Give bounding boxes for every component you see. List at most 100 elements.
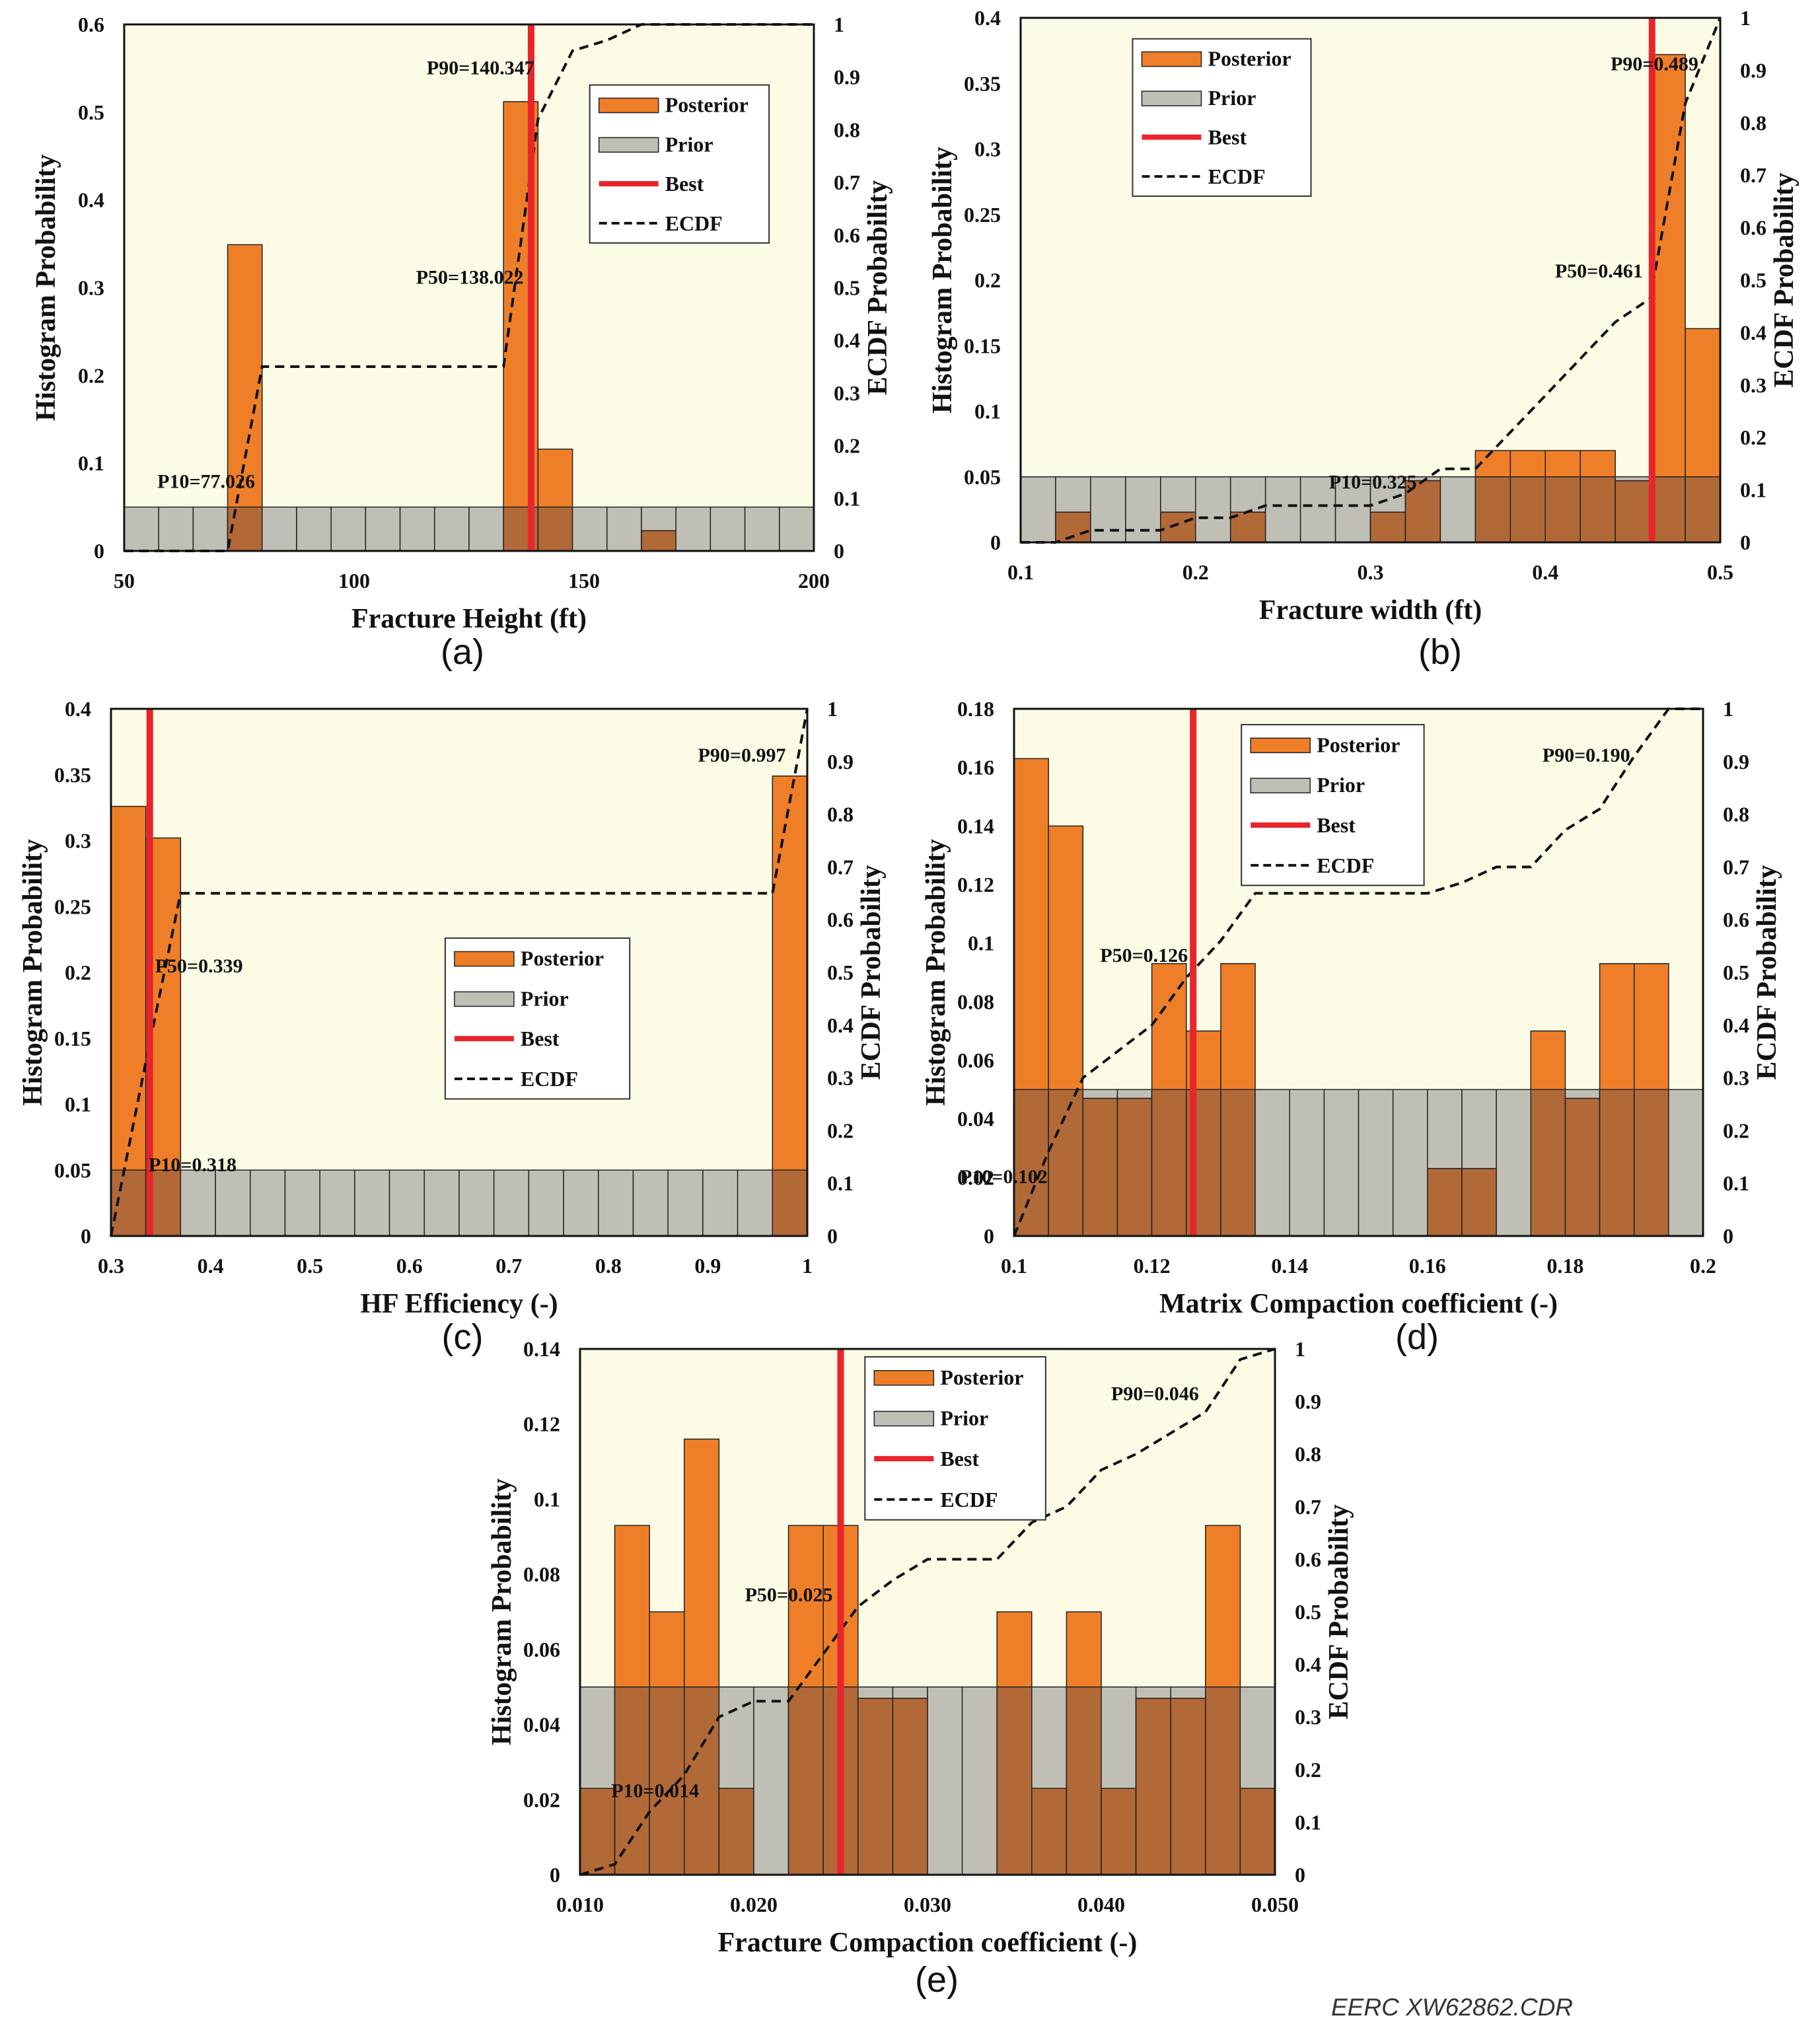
ecdf-line bbox=[579, 1348, 1276, 1876]
legend-label-best: Best bbox=[1208, 126, 1247, 149]
overlap-bar bbox=[787, 1686, 824, 1875]
y-tick-label: 0.15 bbox=[54, 1027, 91, 1050]
y2-tick-label: 0.2 bbox=[1723, 1118, 1749, 1142]
y-tick-label: 0.06 bbox=[957, 1048, 994, 1072]
y-tick-label: 0.12 bbox=[957, 873, 994, 896]
legend: Posterior Prior Best ECDF bbox=[1132, 38, 1312, 197]
percentile-label: P50=138.022 bbox=[416, 267, 524, 289]
overlap-bar bbox=[684, 1686, 720, 1875]
percentile-label: P10=0.318 bbox=[149, 1154, 237, 1176]
overlap-bar bbox=[1082, 1097, 1118, 1237]
panel-subtitle: (a) bbox=[441, 632, 484, 672]
panel-subtitle: (c) bbox=[442, 1317, 484, 1357]
y-tick-label: 0.08 bbox=[957, 990, 994, 1013]
y-tick-label: 0.1 bbox=[974, 400, 1001, 423]
plot-frame bbox=[579, 1348, 1276, 1876]
y-tick-label: 0.2 bbox=[78, 363, 104, 387]
percentile-label: P10=0.014 bbox=[611, 1780, 699, 1802]
panel-subtitle: (d) bbox=[1395, 1317, 1439, 1357]
prior-bar bbox=[262, 506, 297, 552]
prior-bar bbox=[1323, 1089, 1360, 1237]
y2-tick-label: 0.6 bbox=[1723, 908, 1749, 931]
percentile-label: P90=0.489 bbox=[1611, 53, 1698, 75]
prior-bar bbox=[598, 1169, 634, 1237]
y-tick-label: 0.5 bbox=[78, 100, 104, 124]
x-tick-label: 0.5 bbox=[297, 1254, 323, 1278]
posterior-bar bbox=[772, 775, 808, 1237]
legend-label-posterior: Posterior bbox=[521, 947, 604, 970]
y-tick-label: 0.06 bbox=[523, 1638, 560, 1661]
x-tick-label: 0.2 bbox=[1690, 1254, 1716, 1278]
y-tick-label: 0.1 bbox=[968, 931, 994, 955]
prior-bar bbox=[434, 506, 470, 552]
y2-tick-label: 1 bbox=[827, 697, 838, 721]
y2-tick-label: 0.6 bbox=[834, 223, 860, 247]
x-tick-label: 0.3 bbox=[98, 1254, 124, 1278]
y2-tick-label: 0 bbox=[827, 1224, 838, 1248]
prior-bar bbox=[1195, 476, 1231, 543]
x-tick-label: 150 bbox=[568, 569, 600, 593]
y-tick-label: 0.4 bbox=[974, 6, 1001, 30]
y2-tick-label: 0.5 bbox=[1740, 268, 1766, 292]
panel-subtitle: (e) bbox=[915, 1960, 959, 2000]
legend-label-ecdf: ECDF bbox=[521, 1067, 578, 1091]
prior-bar bbox=[468, 506, 504, 552]
overlap-bar bbox=[1650, 476, 1686, 543]
legend: Posterior Prior Best ECDF bbox=[864, 1356, 1046, 1521]
y-tick-label: 0.02 bbox=[523, 1788, 560, 1811]
y-tick-label: 0.3 bbox=[974, 137, 1001, 161]
x-tick-label: 0.9 bbox=[694, 1254, 721, 1278]
x-axis-label: Fracture Compaction coefficient (-) bbox=[718, 1928, 1138, 1958]
y-tick-label: 0.4 bbox=[65, 697, 91, 721]
y-tick-label: 0 bbox=[550, 1863, 560, 1887]
prior-bar bbox=[1334, 476, 1371, 543]
y2-tick-label: 0.4 bbox=[834, 328, 860, 352]
y2-tick-label: 0 bbox=[1723, 1224, 1733, 1248]
posterior-bar bbox=[1650, 54, 1686, 543]
x-tick-label: 0.5 bbox=[1707, 560, 1733, 584]
prior-bar bbox=[1125, 476, 1161, 543]
prior-bar bbox=[1668, 1089, 1704, 1237]
prior-bar bbox=[1090, 476, 1126, 543]
y2-axis-label: ECDF Probability bbox=[856, 865, 887, 1080]
y2-tick-label: 0.6 bbox=[1740, 216, 1766, 240]
overlap-bar bbox=[614, 1686, 650, 1875]
percentile-label: P10=77.026 bbox=[157, 470, 255, 492]
y2-tick-label: 0.8 bbox=[827, 803, 854, 826]
y2-tick-label: 0.3 bbox=[1723, 1066, 1749, 1090]
overlap-bar bbox=[772, 1169, 808, 1237]
y-tick-label: 0.2 bbox=[974, 268, 1001, 292]
x-tick-label: 0.14 bbox=[1271, 1254, 1308, 1278]
ecdf-line bbox=[110, 708, 809, 1237]
x-tick-label: 1 bbox=[802, 1254, 813, 1278]
prior-bar bbox=[1020, 476, 1056, 543]
y2-tick-label: 0.5 bbox=[834, 276, 860, 300]
overlap-bar bbox=[718, 1788, 754, 1875]
y-tick-label: 0.14 bbox=[523, 1337, 560, 1361]
y-axis-label: Histogram Probability bbox=[18, 839, 48, 1106]
plot-frame bbox=[110, 708, 809, 1237]
percentile-label: P90=0.046 bbox=[1111, 1383, 1199, 1405]
y-tick-label: 0 bbox=[81, 1224, 91, 1248]
prior-bar bbox=[702, 1169, 739, 1237]
prior-bar bbox=[606, 506, 642, 552]
y2-tick-label: 0.1 bbox=[834, 486, 860, 510]
percentile-label: P90=0.997 bbox=[698, 744, 786, 766]
y2-tick-label: 0 bbox=[1295, 1863, 1305, 1887]
prior-bar bbox=[1264, 476, 1301, 543]
y2-tick-label: 0.9 bbox=[1740, 58, 1766, 82]
legend-swatch-prior bbox=[598, 137, 659, 153]
ecdf-line bbox=[1021, 17, 1722, 544]
y-tick-label: 0.05 bbox=[54, 1158, 91, 1182]
y-tick-label: 0 bbox=[990, 530, 1001, 554]
y2-tick-label: 0.2 bbox=[834, 434, 860, 458]
legend-swatch-posterior bbox=[454, 951, 515, 967]
y2-tick-label: 0.1 bbox=[827, 1171, 854, 1195]
x-tick-label: 0.6 bbox=[396, 1254, 423, 1278]
y2-tick-label: 0.8 bbox=[834, 118, 860, 141]
overlap-bar bbox=[1461, 1168, 1497, 1237]
percentile-label: P90=0.190 bbox=[1543, 744, 1630, 766]
y2-tick-label: 0.4 bbox=[1723, 1013, 1749, 1037]
prior-bar bbox=[124, 506, 159, 552]
chart-panel-e: 0.010 0.020 0.030 0.040 0.050 0 0.02 0.04 0.06 0.… bbox=[487, 1337, 1354, 2000]
